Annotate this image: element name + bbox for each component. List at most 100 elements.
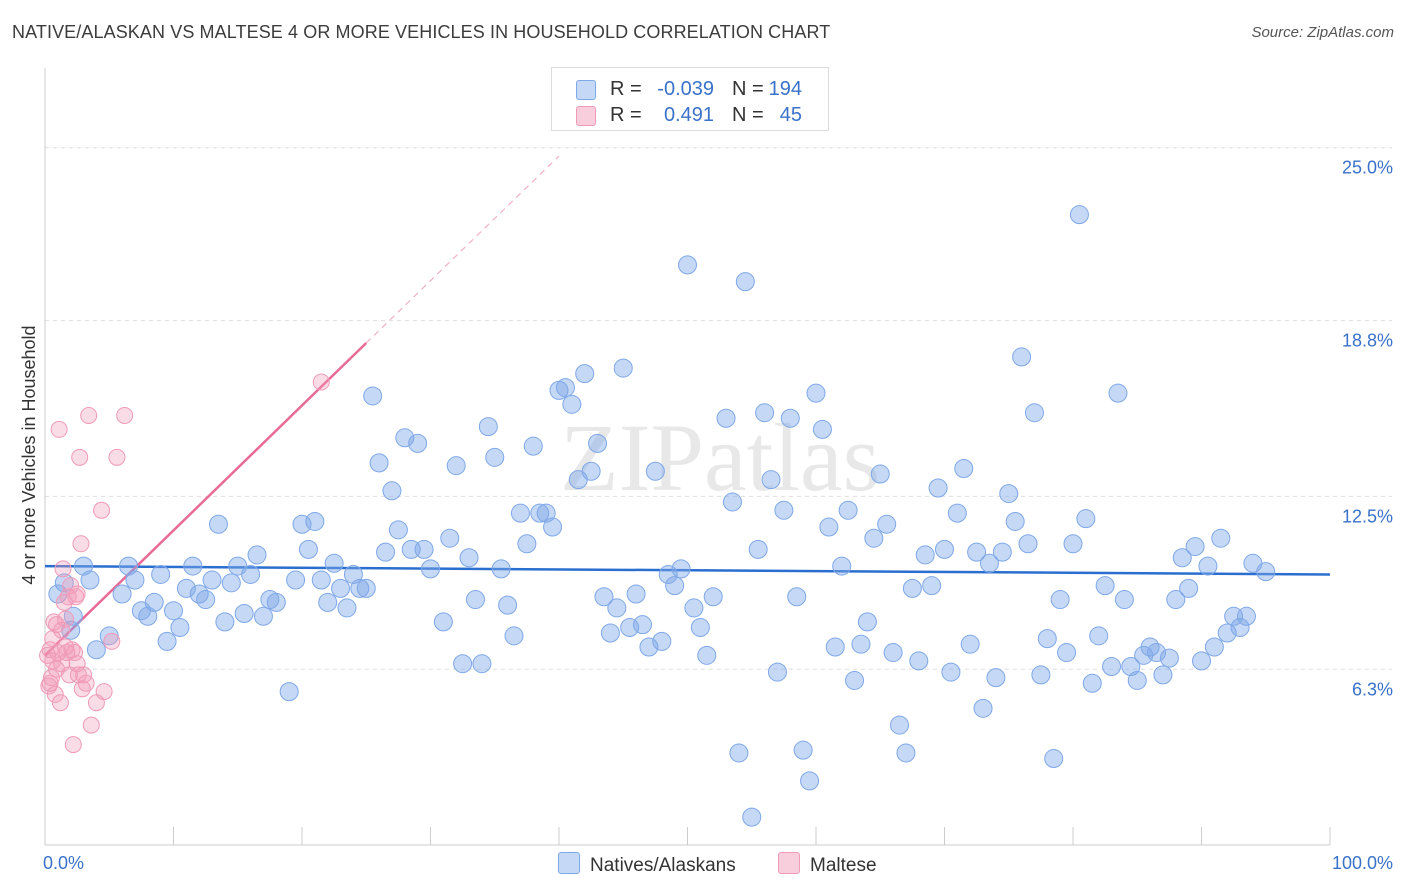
native-point <box>1114 590 1134 610</box>
native-point <box>1063 534 1083 554</box>
native-point <box>1037 629 1057 649</box>
native-point <box>517 534 537 554</box>
native-point <box>433 612 453 632</box>
native-point <box>877 514 897 534</box>
native-point <box>626 584 646 604</box>
native-point <box>253 606 273 626</box>
native-point <box>742 807 762 827</box>
maltese-point <box>46 685 64 703</box>
native-point <box>485 447 505 467</box>
native-point <box>1089 626 1109 646</box>
native-point <box>318 592 338 612</box>
maltese-point <box>64 736 82 754</box>
native-point <box>665 576 685 596</box>
native-point <box>1031 665 1051 685</box>
native-point <box>1166 590 1186 610</box>
native-point <box>395 428 415 448</box>
native-point <box>819 517 839 537</box>
native-point <box>838 500 858 520</box>
native-point <box>690 617 710 637</box>
native-point <box>832 556 852 576</box>
legend-swatch-natives <box>576 80 596 100</box>
native-point <box>504 626 524 646</box>
native-point <box>337 598 357 618</box>
native-point <box>870 464 890 484</box>
legend: R = -0.039 N = 194 R = 0.491 N = 45 <box>551 67 829 131</box>
bottom-legend-natives: Natives/Alaskans <box>558 852 736 877</box>
legend-n-label: N = <box>732 104 764 126</box>
legend-r-label: R = <box>610 104 642 126</box>
native-point <box>48 584 68 604</box>
native-point <box>363 386 383 406</box>
maltese-point <box>53 655 71 673</box>
native-point <box>999 484 1019 504</box>
native-point <box>851 634 871 654</box>
native-point <box>633 615 653 635</box>
native-point <box>472 654 492 674</box>
gridlines <box>45 147 1392 670</box>
native-point <box>196 590 216 610</box>
native-point <box>864 528 884 548</box>
native-point <box>478 417 498 437</box>
legend-n-value: 45 <box>779 104 802 126</box>
legend-row-natives: R = -0.039 N = 194 <box>552 76 828 102</box>
legend-row-maltese: R = 0.491 N = 45 <box>552 102 828 128</box>
native-point <box>446 456 466 476</box>
native-point <box>774 500 794 520</box>
native-point <box>80 570 100 590</box>
maltese-trend-extension <box>365 155 560 344</box>
native-point <box>86 640 106 660</box>
native-point <box>1069 205 1089 225</box>
maltese-point <box>116 406 134 424</box>
native-point <box>305 511 325 531</box>
bottom-legend-natives-label: Natives/Alaskans <box>590 855 736 876</box>
native-point <box>1082 673 1102 693</box>
native-point <box>1095 576 1115 596</box>
maltese-point <box>62 577 80 595</box>
x-tick-label: 100.0% <box>1332 853 1393 873</box>
native-point <box>202 570 222 590</box>
native-point <box>1127 670 1147 690</box>
native-point <box>979 553 999 573</box>
legend-r-label: R = <box>610 78 642 100</box>
native-point <box>787 587 807 607</box>
y-tick-label: 18.8% <box>1342 331 1393 351</box>
maltese-point <box>50 420 68 438</box>
native-point <box>459 548 479 568</box>
legend-r-value: -0.039 <box>657 78 714 100</box>
native-point <box>755 403 775 423</box>
native-point <box>883 643 903 663</box>
native-point <box>909 651 929 671</box>
native-point <box>722 492 742 512</box>
native-point <box>311 570 331 590</box>
native-point <box>1005 511 1025 531</box>
native-point <box>164 601 183 621</box>
native-point <box>1147 643 1167 663</box>
native-point <box>928 478 948 498</box>
native-point <box>793 740 813 760</box>
native-point <box>600 623 620 643</box>
native-point <box>1198 556 1218 576</box>
native-point <box>350 578 370 598</box>
native-point <box>748 539 768 559</box>
native-point <box>1159 648 1179 668</box>
native-point <box>607 598 627 618</box>
bottom-legend-maltese: Maltese <box>778 852 877 877</box>
bottom-legend-swatch-natives <box>558 852 580 874</box>
native-point <box>658 564 678 584</box>
native-point <box>1211 528 1231 548</box>
native-point <box>440 528 460 548</box>
native-point <box>697 645 717 665</box>
source-label: Source: ZipAtlas.com <box>1251 24 1394 41</box>
native-point <box>1230 617 1250 637</box>
maltese-point <box>72 535 90 553</box>
native-point <box>555 378 575 398</box>
x-tick-label: 0.0% <box>43 853 84 873</box>
maltese-point <box>67 588 85 606</box>
maltese-point <box>77 674 95 692</box>
bottom-legend-maltese-label: Maltese <box>810 855 877 876</box>
native-point <box>941 662 961 682</box>
native-point <box>767 662 787 682</box>
y-axis-label: 4 or more Vehicles in Household <box>19 325 39 584</box>
